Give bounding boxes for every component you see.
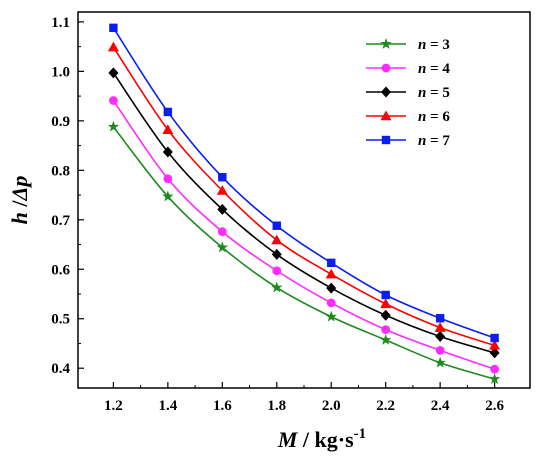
data-point — [163, 174, 173, 184]
series-6 — [107, 41, 501, 350]
data-point — [381, 290, 390, 300]
data-point — [271, 281, 283, 293]
data-point — [326, 298, 336, 308]
x-axis: 1.2 1.4 1.6 1.8 2.0 2.2 2.4 2.6 — [104, 382, 504, 414]
y-axis-title: h /Δp — [7, 176, 32, 225]
y-tick-label: 1.0 — [51, 64, 70, 80]
legend-marker — [381, 135, 391, 145]
data-point — [379, 334, 392, 345]
y-tick-label: 1.1 — [51, 15, 70, 31]
legend-label: n = 6 — [418, 109, 450, 125]
x-tick-label: 2.0 — [322, 398, 341, 414]
data-point — [108, 67, 119, 79]
data-point — [271, 234, 283, 245]
legend-marker — [380, 110, 392, 121]
legend: n = 3 n = 4 n = 5 n = 6 n = 7 — [366, 37, 450, 149]
legend-label: n = 5 — [418, 85, 450, 101]
data-point — [435, 331, 446, 343]
x-tick-label: 1.6 — [213, 398, 232, 414]
data-point — [271, 248, 282, 260]
legend-item: n = 5 — [366, 85, 450, 101]
data-point — [216, 241, 229, 253]
data-point — [272, 266, 282, 276]
data-point — [327, 258, 336, 268]
data-point — [162, 146, 173, 158]
series-layer — [107, 23, 501, 384]
x-tick-label: 2.4 — [431, 398, 450, 414]
x-tick-label: 2.2 — [376, 398, 395, 414]
series-3 — [107, 120, 501, 384]
data-point — [380, 298, 392, 309]
data-point — [272, 221, 281, 230]
x-tick-label: 1.8 — [267, 398, 286, 414]
legend-label: n = 3 — [418, 37, 450, 53]
legend-item: n = 4 — [366, 61, 450, 77]
legend-marker — [381, 63, 391, 73]
x-tick-label: 2.6 — [485, 398, 504, 414]
data-point — [380, 309, 391, 321]
legend-marker — [381, 86, 391, 98]
data-point — [435, 314, 445, 323]
x-tick-label: 1.4 — [158, 398, 177, 414]
data-point — [109, 23, 118, 33]
data-point — [490, 364, 500, 374]
data-point — [326, 282, 337, 294]
y-tick-label: 0.6 — [51, 262, 70, 278]
series-5 — [108, 67, 500, 359]
data-point — [162, 190, 174, 202]
legend-label: n = 7 — [418, 133, 450, 149]
legend-marker — [380, 38, 392, 49]
y-tick-label: 0.7 — [51, 213, 70, 229]
data-point — [218, 173, 227, 182]
y-tick-label: 0.8 — [51, 163, 70, 179]
data-point — [381, 325, 391, 335]
data-point — [325, 310, 337, 322]
data-point — [217, 227, 227, 237]
x-tick-label: 1.2 — [104, 398, 123, 414]
data-point — [107, 41, 119, 52]
data-point — [162, 124, 174, 134]
y-tick-label: 0.5 — [51, 312, 70, 328]
data-point — [434, 322, 446, 332]
y-tick-label: 0.9 — [51, 114, 70, 130]
data-point — [434, 356, 446, 368]
data-point — [325, 268, 337, 279]
data-point — [490, 333, 499, 343]
legend-label: n = 4 — [418, 61, 450, 77]
data-point — [217, 203, 228, 215]
series-7 — [109, 23, 499, 343]
series-4 — [108, 96, 500, 374]
data-point — [435, 346, 445, 355]
legend-item: n = 7 — [366, 133, 450, 149]
legend-item: n = 3 — [366, 37, 450, 53]
data-point — [489, 347, 500, 359]
series-line — [112, 126, 495, 380]
y-axis: 0.4 0.5 0.6 0.7 0.8 0.9 1.0 1.1 — [51, 15, 84, 377]
data-point — [107, 120, 120, 132]
data-point — [489, 339, 501, 350]
data-point — [163, 107, 173, 117]
y-tick-label: 0.4 — [51, 361, 70, 377]
x-axis-title: M / kg·s-1 — [277, 426, 366, 452]
data-point — [216, 185, 228, 195]
data-point — [108, 96, 118, 105]
plot-frame — [77, 11, 531, 389]
data-point — [488, 373, 501, 384]
legend-item: n = 6 — [366, 109, 450, 125]
